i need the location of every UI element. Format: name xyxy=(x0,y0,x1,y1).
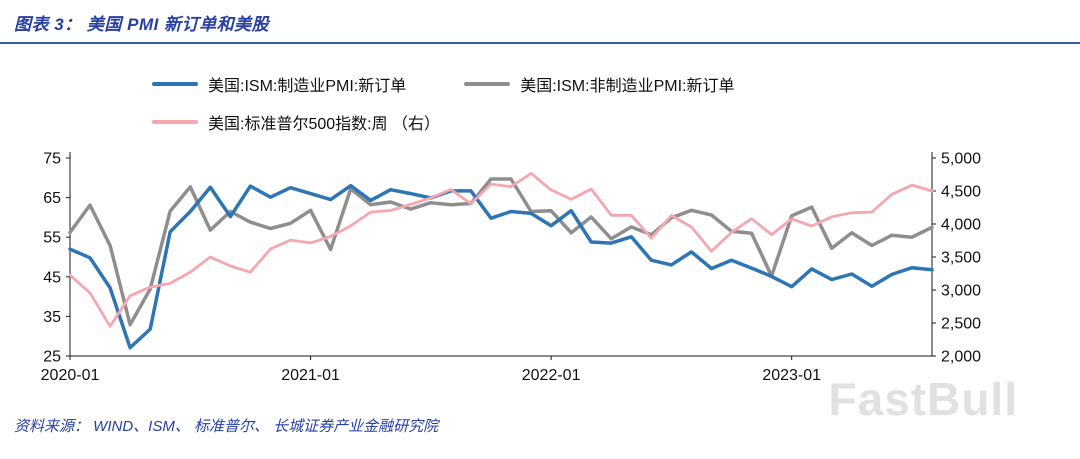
svg-text:2023-01: 2023-01 xyxy=(762,367,821,384)
figure-header: 图表 3： 美国 PMI 新订单和美股 xyxy=(0,0,1080,42)
legend-item-sp500: 美国:标准普尔500指数:周 （右） xyxy=(152,110,440,134)
svg-text:2,500: 2,500 xyxy=(941,316,981,333)
svg-text:3,500: 3,500 xyxy=(941,250,981,267)
svg-text:25: 25 xyxy=(43,349,61,366)
svg-text:75: 75 xyxy=(43,151,61,168)
svg-text:4,000: 4,000 xyxy=(941,217,981,234)
svg-text:55: 55 xyxy=(43,230,61,247)
legend-item-manufacturing-pmi: 美国:ISM:制造业PMI:新订单 xyxy=(152,72,406,96)
legend-label-nonmanufacturing-pmi: 美国:ISM:非制造业PMI:新订单 xyxy=(520,78,735,95)
svg-text:65: 65 xyxy=(43,190,61,207)
legend-label-sp500: 美国:标准普尔500指数:周 （右） xyxy=(208,116,441,133)
legend-row-2: 美国:标准普尔500指数:周 （右） xyxy=(152,110,1080,134)
svg-text:2022-01: 2022-01 xyxy=(522,367,581,384)
svg-text:4,500: 4,500 xyxy=(941,184,981,201)
source-note: 资料来源： WIND、ISM、 标准普尔、 长城证券产业金融研究院 xyxy=(14,418,439,435)
legend-label-manufacturing-pmi: 美国:ISM:制造业PMI:新订单 xyxy=(208,78,407,95)
svg-text:45: 45 xyxy=(43,269,61,286)
chart-legend: 美国:ISM:制造业PMI:新订单 美国:ISM:非制造业PMI:新订单 美国:… xyxy=(152,72,1080,134)
svg-text:2,000: 2,000 xyxy=(941,349,981,366)
svg-text:3,000: 3,000 xyxy=(941,283,981,300)
svg-text:2020-01: 2020-01 xyxy=(41,367,100,384)
title-divider xyxy=(0,42,1080,44)
sp500-line-swatch xyxy=(152,120,198,124)
svg-text:2021-01: 2021-01 xyxy=(281,367,340,384)
pmi-sp500-line-chart: 75 65 55 45 35 25 5,000 4,500 4,000 3,500 3,000 2,5… xyxy=(41,151,982,385)
svg-text:5,000: 5,000 xyxy=(941,151,981,168)
manufacturing-line-swatch xyxy=(152,82,198,86)
svg-text:35: 35 xyxy=(43,309,61,326)
figure-title: 图表 3： 美国 PMI 新订单和美股 xyxy=(14,15,270,34)
chart-area: 75 65 55 45 35 25 5,000 4,500 4,000 3,500 3,000 2,5… xyxy=(22,144,1080,401)
legend-item-nonmanufacturing-pmi: 美国:ISM:非制造业PMI:新订单 xyxy=(464,72,734,96)
legend-row-1: 美国:ISM:制造业PMI:新订单 美国:ISM:非制造业PMI:新订单 xyxy=(152,72,1080,96)
nonmanufacturing-line-swatch xyxy=(464,82,511,86)
